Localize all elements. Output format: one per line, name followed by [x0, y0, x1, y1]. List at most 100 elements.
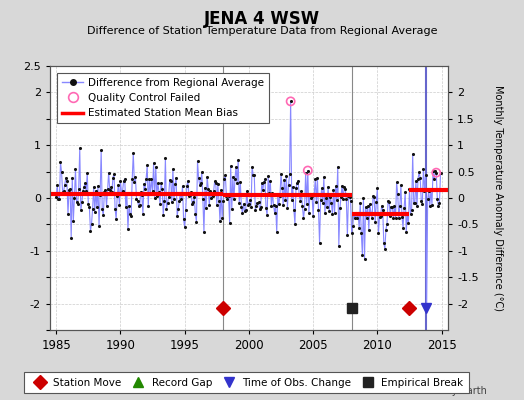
Point — [54, 196, 62, 202]
Point — [217, 186, 225, 193]
Point — [302, 201, 311, 207]
Point — [67, 234, 75, 241]
Point — [137, 189, 145, 195]
Point — [136, 201, 144, 208]
Point — [155, 189, 163, 195]
Point — [195, 182, 204, 188]
Point — [398, 214, 406, 220]
Point — [309, 212, 318, 219]
Point — [160, 198, 169, 204]
Point — [353, 214, 361, 221]
Point — [263, 212, 271, 218]
Point — [63, 178, 71, 184]
Point — [421, 172, 430, 178]
Point — [148, 188, 157, 194]
Point — [210, 188, 218, 194]
Point — [141, 186, 149, 192]
Point — [199, 196, 207, 202]
Point — [175, 198, 183, 204]
Point — [152, 192, 161, 199]
Point — [367, 210, 375, 216]
Point — [422, 303, 431, 310]
Point — [406, 210, 414, 217]
Point — [307, 194, 315, 201]
Point — [336, 205, 344, 212]
Point — [371, 219, 379, 225]
Point — [183, 183, 191, 190]
Point — [321, 209, 329, 216]
Point — [394, 191, 402, 198]
Point — [366, 201, 374, 207]
Point — [118, 188, 127, 194]
Point — [293, 180, 301, 186]
Point — [103, 186, 112, 192]
Point — [194, 175, 203, 181]
Legend: Difference from Regional Average, Quality Control Failed, Estimated Station Mean: Difference from Regional Average, Qualit… — [57, 72, 269, 123]
Point — [291, 220, 299, 227]
Point — [122, 203, 130, 210]
Point — [105, 187, 114, 194]
Point — [374, 230, 383, 236]
Point — [112, 216, 121, 222]
Point — [280, 176, 288, 183]
Point — [59, 189, 67, 196]
Point — [341, 186, 350, 193]
Point — [77, 207, 85, 213]
Point — [305, 191, 314, 198]
Point — [177, 196, 185, 202]
Point — [415, 169, 423, 176]
Point — [271, 203, 280, 210]
Point — [272, 229, 281, 235]
Point — [156, 200, 164, 207]
Point — [354, 210, 362, 216]
Point — [91, 209, 99, 216]
Point — [338, 182, 346, 189]
Point — [279, 202, 287, 208]
Point — [231, 175, 239, 182]
Point — [245, 200, 253, 207]
Point — [429, 168, 437, 175]
Point — [114, 182, 123, 188]
Point — [74, 186, 83, 192]
Point — [355, 225, 363, 232]
Point — [435, 200, 444, 206]
Point — [185, 192, 193, 199]
Point — [405, 185, 413, 192]
Point — [235, 200, 244, 206]
Point — [90, 184, 98, 190]
Point — [304, 210, 313, 216]
Point — [204, 185, 212, 192]
Point — [330, 210, 339, 217]
Point — [331, 183, 340, 189]
Point — [237, 204, 246, 210]
Point — [166, 177, 174, 183]
Point — [181, 206, 190, 213]
Point — [250, 172, 258, 178]
Point — [73, 201, 82, 207]
Point — [230, 196, 238, 202]
Point — [134, 198, 142, 204]
Point — [385, 198, 394, 205]
Point — [388, 204, 397, 210]
Point — [344, 192, 353, 199]
Point — [270, 210, 279, 216]
Point — [126, 211, 134, 218]
Point — [110, 171, 118, 177]
Point — [286, 171, 294, 178]
Point — [275, 201, 283, 207]
Point — [220, 175, 228, 182]
Point — [234, 157, 243, 163]
Point — [55, 196, 63, 202]
Point — [121, 176, 129, 182]
Point — [109, 174, 117, 181]
Point — [251, 206, 259, 213]
Point — [258, 180, 266, 186]
Point — [170, 196, 178, 202]
Point — [409, 151, 417, 157]
Point — [99, 212, 107, 218]
Point — [179, 216, 188, 223]
Point — [292, 185, 300, 192]
Point — [200, 229, 208, 236]
Point — [365, 226, 373, 233]
Point — [191, 211, 200, 217]
